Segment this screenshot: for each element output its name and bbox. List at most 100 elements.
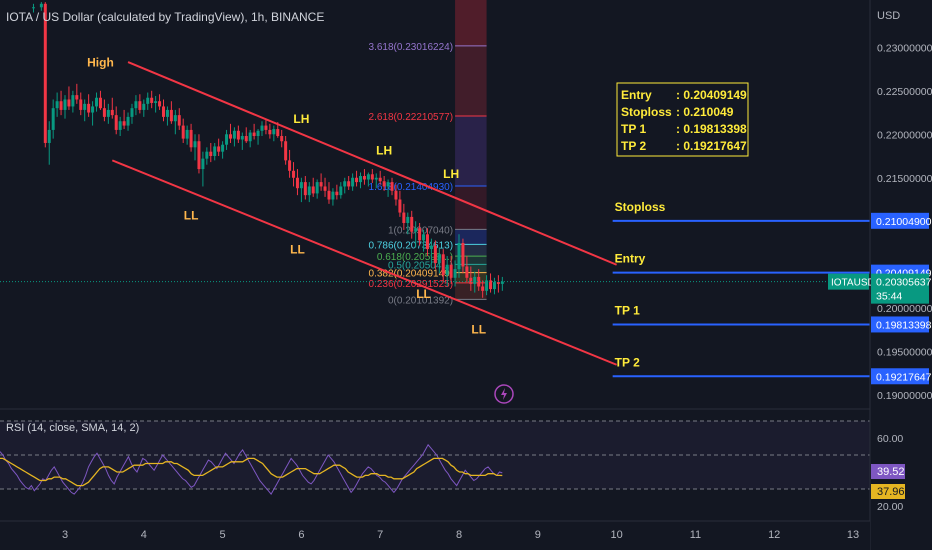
candle-body bbox=[252, 132, 256, 137]
price-tick-label: 0.21500000 bbox=[877, 173, 932, 185]
fib-label-2.618: 2.618(0.22210577) bbox=[369, 112, 454, 123]
time-axis[interactable] bbox=[0, 521, 870, 550]
price-tick-label: 0.23000000 bbox=[877, 42, 932, 54]
swing-label: LL bbox=[290, 242, 305, 256]
fibonacci-zone bbox=[455, 0, 487, 300]
candle-body bbox=[284, 141, 288, 161]
chart-title: IOTA / US Dollar (calculated by TradingV… bbox=[6, 10, 324, 24]
candle-body bbox=[71, 95, 75, 107]
trade-label-tp-2: TP 2 bbox=[615, 355, 640, 369]
time-tick-label: 10 bbox=[610, 529, 622, 541]
candle-body bbox=[398, 199, 402, 213]
candle-body bbox=[489, 280, 493, 290]
candle-body bbox=[67, 99, 71, 107]
candle-body bbox=[339, 186, 343, 196]
candle-body bbox=[437, 254, 441, 263]
candle-body bbox=[323, 186, 327, 191]
candle-body bbox=[114, 115, 118, 130]
trade-label-stoploss: Stoploss bbox=[615, 200, 666, 214]
countdown-label: 35:44 bbox=[876, 291, 902, 303]
info-row-value: : 0.19217647 bbox=[676, 139, 747, 153]
candle-body bbox=[228, 134, 232, 139]
candle-body bbox=[205, 151, 209, 159]
time-tick-labels: 3 4 5 6 7 8 9 10 11 12 13 bbox=[62, 529, 859, 541]
candle-body bbox=[193, 141, 197, 148]
time-tick-label: 9 bbox=[535, 529, 541, 541]
candle-body bbox=[370, 174, 374, 180]
candle-body bbox=[158, 101, 162, 107]
sma-value-label: 37.96 bbox=[877, 486, 905, 498]
candle-body bbox=[162, 106, 165, 117]
candle-body bbox=[414, 228, 418, 232]
candle-body bbox=[134, 101, 138, 109]
fib-label-3.618: 3.618(0.23016224) bbox=[369, 42, 454, 53]
trend-channel[interactable] bbox=[111, 61, 617, 366]
candle-body bbox=[173, 115, 177, 122]
info-row-value: : 0.210049 bbox=[676, 105, 734, 119]
candle-body bbox=[386, 182, 390, 187]
candle-body bbox=[292, 170, 296, 178]
price-badge-label: 0.21004900 bbox=[876, 216, 932, 228]
time-tick-label: 4 bbox=[141, 529, 147, 541]
swing-label: LL bbox=[184, 209, 199, 223]
replay-icon-ring bbox=[494, 384, 514, 404]
candle-body bbox=[307, 186, 311, 196]
candle-body bbox=[201, 158, 205, 170]
rsi-title: RSI (14, close, SMA, 14, 2) bbox=[6, 422, 139, 434]
fib-label-1.618: 1.618(0.21404930) bbox=[369, 182, 454, 193]
rsi-tick-label: 60.00 bbox=[877, 433, 903, 445]
current-price-badge: IOTAUSD 0.20305637 35:44 bbox=[0, 273, 932, 304]
candle-body bbox=[390, 182, 394, 191]
candle-body bbox=[55, 101, 59, 109]
replay-icon[interactable] bbox=[494, 384, 514, 404]
candle-body bbox=[240, 136, 244, 140]
candle-body bbox=[39, 3, 43, 8]
info-box-border bbox=[616, 82, 749, 157]
candle-body bbox=[122, 121, 126, 126]
candle-body bbox=[268, 129, 272, 135]
rsi-tick-label: 20.00 bbox=[877, 501, 903, 513]
fib-band-3.618 bbox=[455, 45, 487, 116]
candle-body bbox=[382, 181, 386, 187]
candle-body bbox=[485, 280, 489, 291]
trade-label-tp-1: TP 1 bbox=[615, 303, 640, 317]
candle-body bbox=[481, 286, 485, 291]
rsi-tick-labels: 60.00 20.00 bbox=[877, 433, 903, 513]
candle-body bbox=[31, 7, 35, 9]
candle-body bbox=[232, 130, 236, 139]
info-row-label: TP 1 bbox=[621, 122, 646, 136]
candle-body bbox=[264, 125, 268, 130]
candle-body bbox=[351, 177, 355, 187]
candle-body bbox=[102, 108, 106, 117]
rsi-sma-line bbox=[0, 457, 503, 487]
candle-body bbox=[118, 121, 122, 130]
sma-value-badge bbox=[871, 484, 905, 499]
fib-band-1.618 bbox=[455, 186, 487, 230]
candle-body bbox=[150, 97, 154, 103]
trade-levels[interactable]: Stoploss Entry TP 1 TP 2 bbox=[612, 200, 870, 378]
candle-body bbox=[154, 101, 158, 103]
candle-body bbox=[402, 212, 406, 223]
candle-body bbox=[457, 242, 461, 270]
lightning-icon bbox=[501, 388, 507, 400]
candle-body bbox=[441, 254, 445, 276]
candle-body bbox=[91, 106, 95, 113]
rsi-value-badges: 39.52 37.96 bbox=[871, 464, 905, 499]
candle-body bbox=[181, 125, 185, 139]
time-tick-label: 11 bbox=[690, 529, 701, 541]
price-tick-labels: 0.23000000 0.22500000 0.22000000 0.21500000… bbox=[877, 42, 932, 402]
candle-body bbox=[185, 129, 189, 139]
candle-body bbox=[197, 141, 201, 170]
fib-label-0: 0(0.20101392) bbox=[388, 295, 453, 306]
candle-body bbox=[169, 109, 173, 122]
candle-body bbox=[378, 177, 382, 182]
info-box[interactable]: Entry: 0.20409149 Stoploss: 0.210049 TP 1:… bbox=[616, 82, 749, 157]
trade-label-entry: Entry bbox=[615, 252, 646, 266]
time-tick-label: 5 bbox=[220, 529, 226, 541]
currency-label: USD bbox=[877, 10, 900, 22]
fib-band-1 bbox=[455, 229, 487, 245]
candle-body bbox=[311, 186, 315, 194]
candle-body bbox=[319, 182, 323, 187]
candle-body bbox=[79, 99, 83, 110]
